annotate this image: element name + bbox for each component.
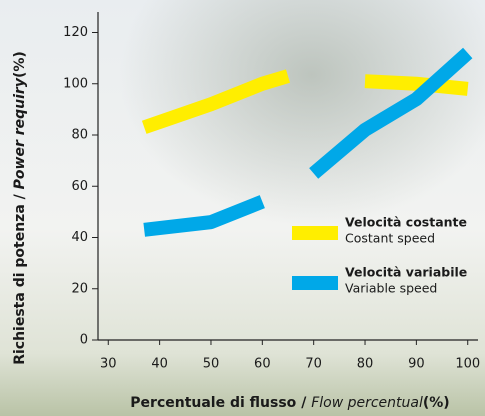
background-photo	[100, 0, 485, 300]
legend-label: Velocità variabile	[345, 265, 467, 280]
legend-sublabel: Costant speed	[345, 231, 435, 246]
x-tick-label: 60	[254, 357, 271, 372]
y-axis-label: Richiesta di potenza / Power requiry(%)	[12, 51, 28, 365]
legend-label: Velocità costante	[345, 215, 467, 230]
y-tick-label: 120	[63, 25, 88, 40]
chart: 0 20 40 60 80 100 120 30 40 50 60 70 80 90 100 Velocità…	[0, 0, 485, 416]
legend-sublabel: Variable speed	[345, 281, 437, 296]
x-tick-label: 90	[408, 357, 425, 372]
x-tick-label: 100	[455, 357, 480, 372]
x-tick-label: 40	[151, 357, 168, 372]
y-tick-label: 60	[71, 179, 88, 194]
x-tick-label: 50	[203, 357, 220, 372]
legend-swatch	[292, 226, 338, 240]
x-axis-label: Percentuale di flusso / Flow percentual(…	[130, 395, 449, 411]
y-tick-label: 40	[71, 230, 88, 245]
x-tick-label: 80	[357, 357, 374, 372]
y-tick-label: 20	[71, 281, 88, 296]
legend-swatch	[292, 276, 338, 290]
x-tick-label: 70	[305, 357, 322, 372]
y-tick-label: 100	[63, 76, 88, 91]
y-tick-label: 0	[80, 333, 88, 348]
y-tick-label: 80	[71, 128, 88, 143]
x-tick-label: 30	[100, 357, 117, 372]
